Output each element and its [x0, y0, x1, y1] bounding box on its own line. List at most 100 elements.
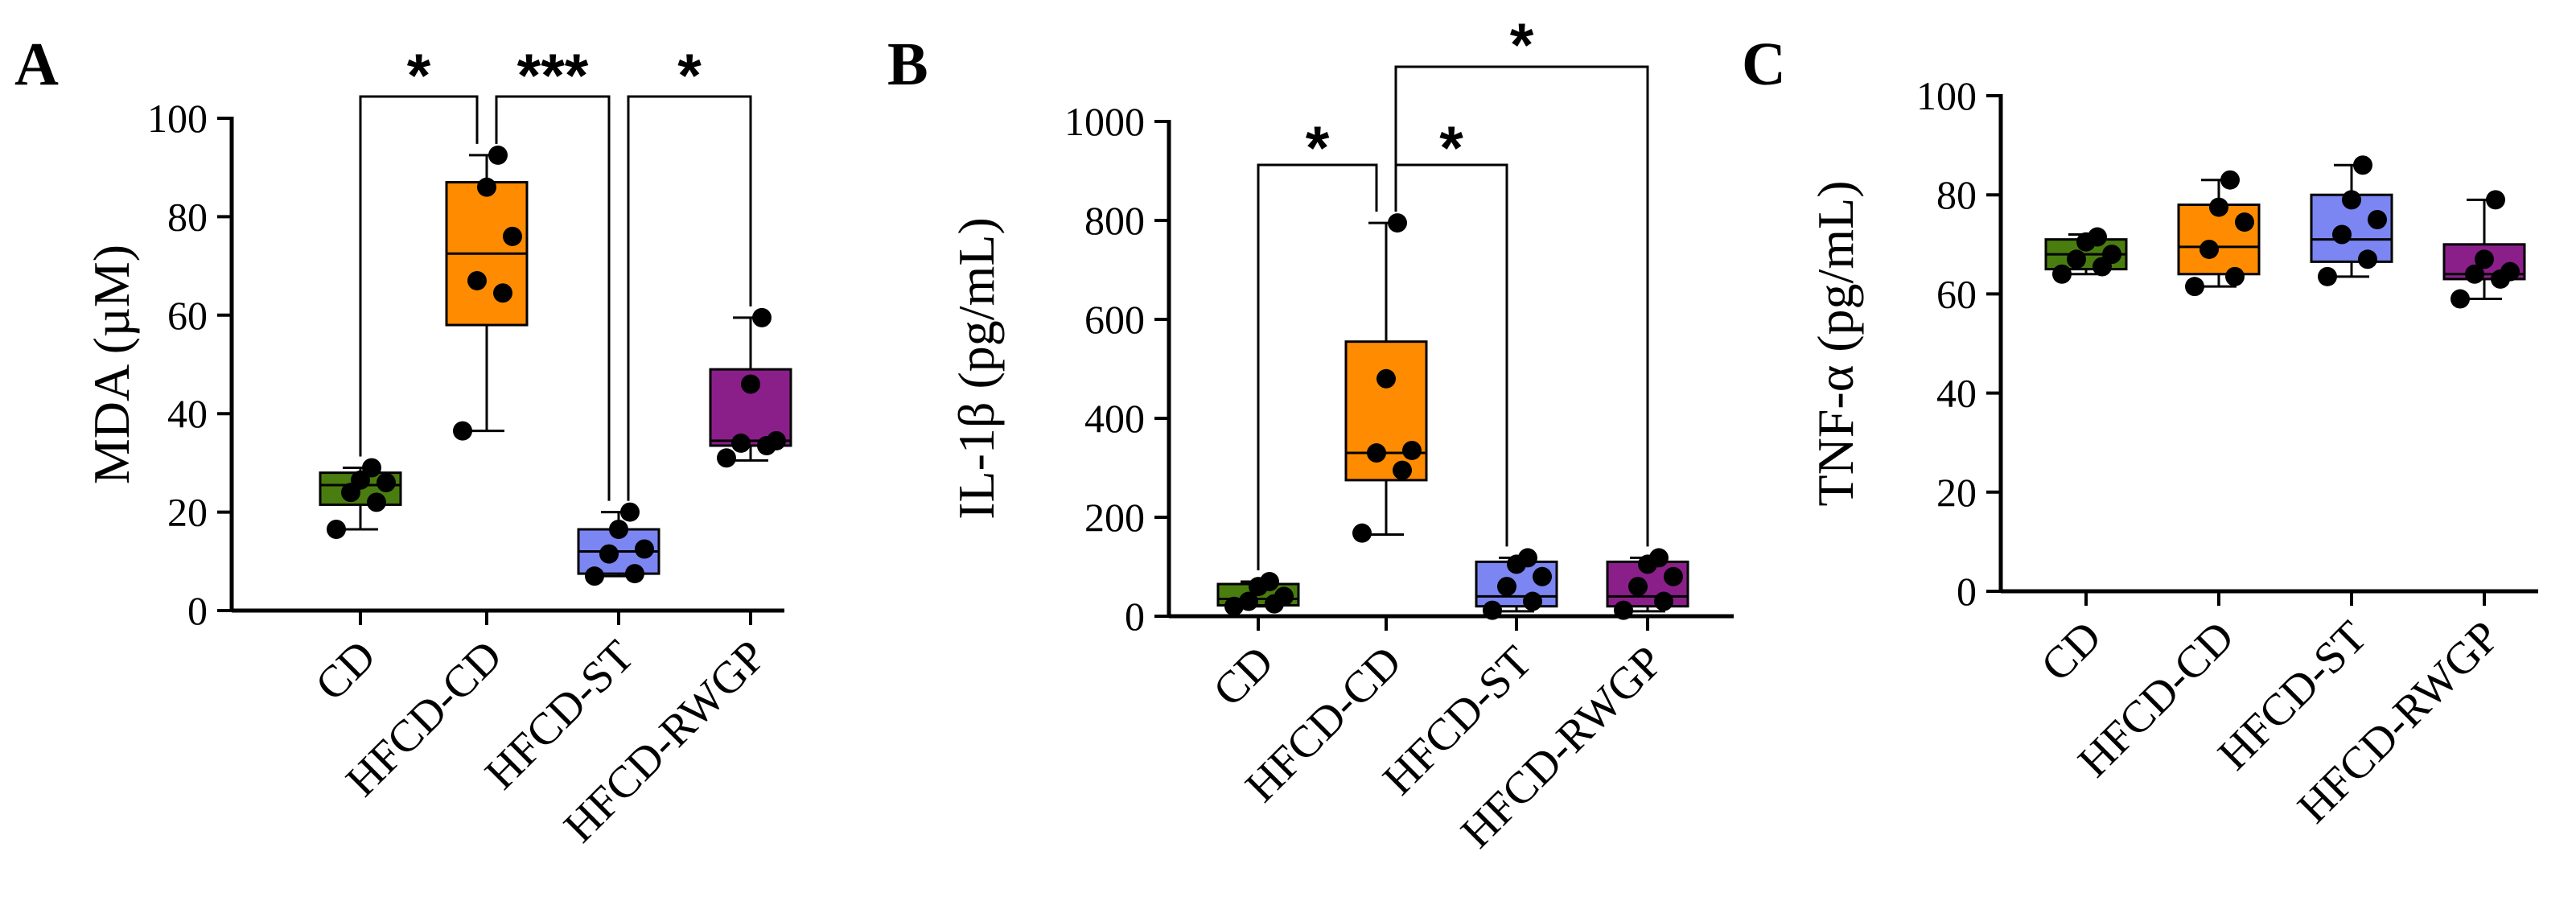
- y-axis-title: IL-1β (pg/mL): [948, 217, 1005, 520]
- data-point: [1523, 591, 1542, 611]
- y-tick-label: 0: [1957, 569, 1977, 614]
- data-point: [1367, 443, 1386, 463]
- y-tick-label: 60: [1936, 271, 1977, 316]
- data-point: [1274, 586, 1294, 607]
- data-point: [2102, 245, 2121, 265]
- data-point: [1224, 596, 1244, 616]
- data-point: [351, 470, 370, 490]
- data-point: [1664, 566, 1683, 586]
- data-point: [2358, 249, 2377, 269]
- x-tick-label: CD: [2031, 611, 2111, 691]
- data-point: [1402, 440, 1422, 460]
- y-tick-label: 20: [167, 490, 208, 535]
- data-point: [620, 502, 640, 522]
- data-point: [752, 307, 772, 327]
- data-point: [477, 177, 496, 197]
- data-point: [377, 472, 396, 492]
- y-tick-label: 80: [1936, 172, 1977, 217]
- data-point: [767, 430, 786, 450]
- significance-label: *: [1439, 114, 1463, 183]
- data-point: [1533, 566, 1552, 586]
- data-point: [585, 566, 604, 586]
- significance-bracket: [627, 95, 752, 501]
- data-point: [717, 448, 736, 468]
- data-point: [2185, 277, 2204, 297]
- data-point: [362, 458, 381, 478]
- data-point: [741, 374, 760, 394]
- data-point: [625, 564, 644, 584]
- data-point: [2465, 264, 2484, 284]
- significance-label: *: [1306, 114, 1330, 183]
- data-point: [2486, 190, 2505, 210]
- significance-bracket: [1257, 163, 1378, 570]
- data-point: [2209, 197, 2228, 217]
- y-tick-label: 600: [1084, 297, 1145, 342]
- data-point: [2318, 266, 2337, 286]
- data-point: [599, 544, 619, 564]
- y-tick-label: 0: [1125, 594, 1145, 639]
- significance-bracket: [1394, 65, 1649, 547]
- data-point: [1614, 600, 1633, 620]
- data-point: [1649, 548, 1669, 568]
- data-point: [1518, 548, 1537, 568]
- y-tick-label: 80: [167, 194, 208, 239]
- data-point: [2199, 239, 2219, 259]
- data-point: [2353, 155, 2372, 175]
- y-axis-title: TNF-α (pg/mL): [1807, 180, 1864, 506]
- y-axis-title: MDA (µM): [83, 245, 140, 484]
- data-point: [2067, 249, 2086, 269]
- significance-label: *: [677, 42, 702, 110]
- data-point: [2235, 212, 2254, 232]
- data-point: [1352, 523, 1372, 543]
- significance-label: ***: [517, 42, 589, 110]
- y-tick-label: 0: [187, 588, 208, 633]
- data-point: [609, 520, 628, 540]
- data-point: [1654, 591, 1673, 611]
- data-point: [367, 492, 386, 512]
- y-tick-label: 200: [1084, 495, 1145, 540]
- significance-bracket: [359, 95, 479, 457]
- data-point: [635, 539, 654, 559]
- significance-label: *: [407, 42, 431, 110]
- y-tick-label: 1000: [1064, 99, 1145, 144]
- significance-bracket: [495, 95, 611, 501]
- x-tick-label: CD: [1204, 636, 1283, 716]
- y-tick-label: 400: [1084, 396, 1145, 441]
- panel-letter: A: [14, 31, 59, 98]
- panel-b: BIL-1β (pg/mL)02004006008001000CDHFCD-CD…: [887, 11, 1734, 858]
- data-point: [2332, 224, 2352, 245]
- data-point: [2475, 249, 2494, 269]
- data-point: [503, 226, 522, 246]
- data-point: [2225, 266, 2245, 286]
- data-point: [327, 520, 346, 540]
- data-point: [2052, 264, 2072, 284]
- data-point: [1483, 600, 1502, 620]
- data-point: [453, 421, 472, 441]
- y-tick-label: 20: [1936, 470, 1977, 515]
- data-point: [2088, 227, 2107, 247]
- data-point: [2368, 210, 2387, 229]
- data-point: [1388, 213, 1407, 233]
- panel-letter: C: [1742, 31, 1786, 98]
- y-tick-label: 100: [147, 96, 208, 141]
- data-point: [2500, 261, 2520, 282]
- data-point: [1497, 577, 1516, 597]
- data-point: [1239, 591, 1258, 611]
- data-point: [1628, 577, 1648, 597]
- data-point: [493, 283, 512, 303]
- significance-label: *: [1510, 11, 1534, 80]
- data-point: [488, 145, 508, 165]
- data-point: [1260, 571, 1279, 591]
- y-tick-label: 40: [1936, 371, 1977, 416]
- y-tick-label: 800: [1084, 198, 1145, 243]
- data-point: [2220, 170, 2240, 190]
- data-point: [1376, 368, 1396, 389]
- data-point: [731, 433, 751, 453]
- data-point: [467, 270, 487, 290]
- data-point: [1393, 460, 1412, 480]
- y-tick-label: 100: [1916, 73, 1977, 118]
- y-tick-label: 60: [167, 293, 208, 338]
